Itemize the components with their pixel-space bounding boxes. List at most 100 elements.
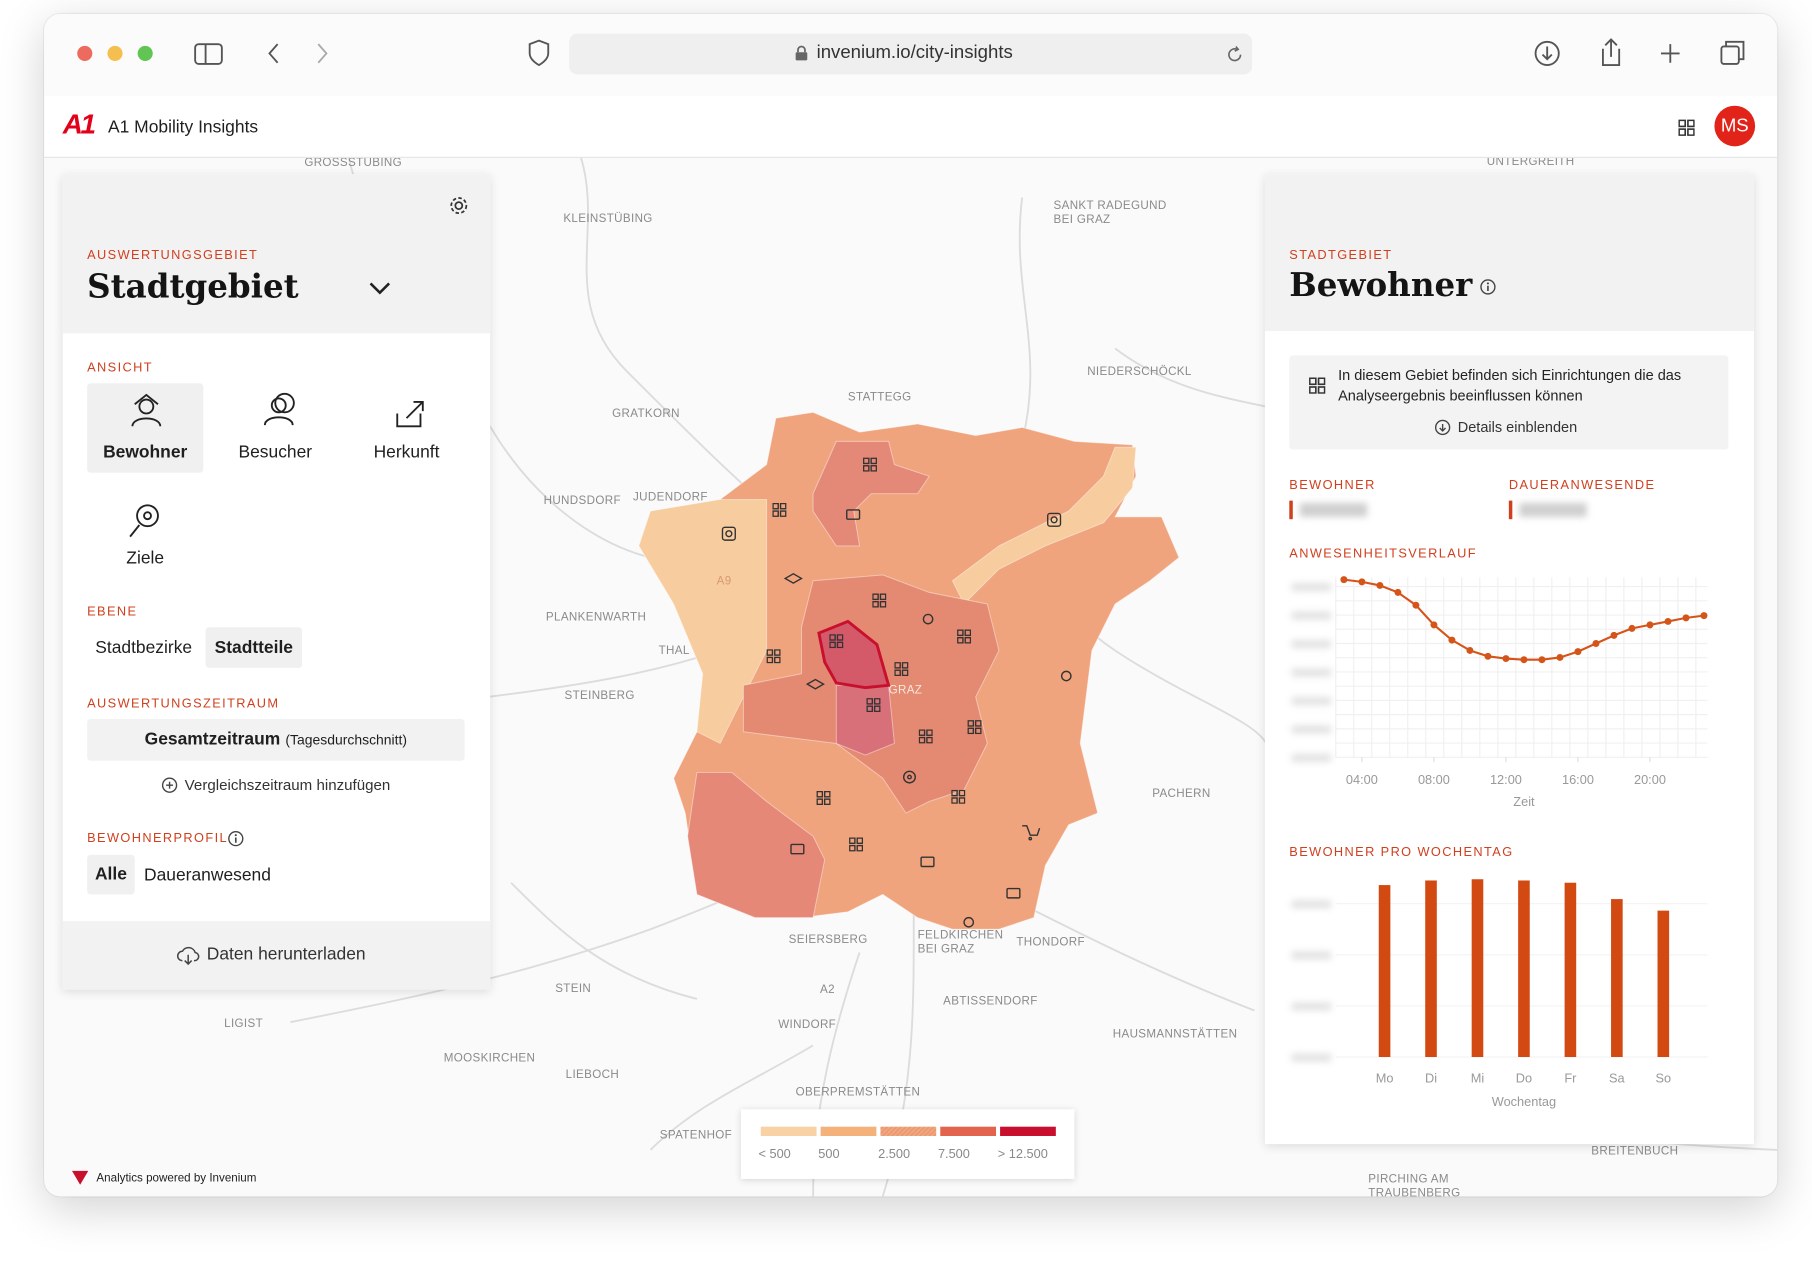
place-label: SPATENHOF bbox=[660, 1128, 732, 1141]
profile-option[interactable]: Alle bbox=[87, 854, 135, 895]
share-icon[interactable] bbox=[1601, 38, 1621, 66]
logo[interactable]: A1 bbox=[62, 109, 96, 141]
place-label: STEIN bbox=[555, 982, 591, 995]
period-selector[interactable]: Gesamtzeitraum (Tagesdurchschnitt) bbox=[87, 718, 465, 761]
avatar[interactable]: MS bbox=[1714, 105, 1756, 147]
redacted-tick bbox=[1291, 1053, 1332, 1062]
metric-marker bbox=[1508, 500, 1513, 520]
point bbox=[1376, 581, 1384, 589]
metric-marker bbox=[1289, 500, 1293, 520]
point bbox=[1700, 612, 1708, 620]
redacted-tick bbox=[1291, 696, 1332, 706]
point bbox=[1574, 648, 1582, 656]
place-label: TRAUBENBERG bbox=[1368, 1186, 1460, 1196]
place-label: PACHERN bbox=[1152, 787, 1210, 800]
place-label: PIRCHING AM bbox=[1368, 1172, 1449, 1185]
x-tick-label: 04:00 bbox=[1346, 772, 1378, 787]
notice-text: In diesem Gebiet befinden sich Einrichtu… bbox=[1338, 367, 1682, 405]
info-icon[interactable] bbox=[1480, 279, 1496, 295]
point bbox=[1646, 621, 1654, 629]
point bbox=[1430, 621, 1438, 629]
notice-action[interactable]: Details einblenden bbox=[1457, 419, 1578, 436]
back-button[interactable] bbox=[268, 43, 279, 64]
legend-box bbox=[741, 1109, 1075, 1179]
point bbox=[1610, 631, 1618, 639]
point bbox=[1358, 578, 1366, 586]
reload-icon[interactable] bbox=[1225, 45, 1244, 64]
place-label: NIEDERSCHÖCKL bbox=[1087, 365, 1192, 378]
redacted-tick bbox=[1291, 583, 1332, 592]
place-label: BEI GRAZ bbox=[918, 942, 975, 955]
dropdown-chevron[interactable] bbox=[367, 279, 393, 298]
redacted-tick bbox=[1291, 1002, 1332, 1011]
x-tick-label: Mo bbox=[1376, 1071, 1394, 1086]
place-label: LIEBOCH bbox=[566, 1068, 619, 1081]
x-tick-label: 16:00 bbox=[1562, 772, 1594, 787]
metric-label: BEWOHNER bbox=[1289, 478, 1376, 493]
point bbox=[1520, 656, 1528, 664]
panel-header bbox=[1264, 174, 1754, 332]
x-tick-label: Fr bbox=[1564, 1071, 1577, 1086]
view-label[interactable]: Herkunft bbox=[373, 442, 440, 463]
view-label[interactable]: Ziele bbox=[126, 548, 165, 568]
legend-label: 7.500 bbox=[938, 1146, 970, 1161]
point bbox=[1682, 614, 1690, 622]
lock-icon bbox=[795, 45, 808, 61]
layer-option[interactable]: Stadtbezirke bbox=[95, 637, 193, 658]
legend-swatch bbox=[820, 1126, 877, 1136]
redacted-value bbox=[1299, 502, 1368, 517]
minimize-button[interactable] bbox=[107, 45, 123, 61]
x-tick-label: Mi bbox=[1471, 1071, 1484, 1086]
place-label: SANKT RADEGUND bbox=[1054, 199, 1167, 212]
sidebar-button[interactable] bbox=[194, 43, 223, 65]
point bbox=[1502, 655, 1510, 663]
profile-option[interactable]: Daueranwesend bbox=[144, 865, 271, 886]
url: invenium.io/city-insights bbox=[816, 42, 1013, 63]
districts bbox=[638, 411, 1180, 930]
expand-icon bbox=[1434, 419, 1451, 436]
app-header: A1 A1 Mobility Insights MS bbox=[44, 95, 1778, 158]
x-tick-label: Di bbox=[1425, 1071, 1437, 1086]
view-label[interactable]: Besucher bbox=[238, 442, 313, 463]
forward-button[interactable] bbox=[317, 43, 328, 64]
chart-title: BEWOHNER PRO WOCHENTAG bbox=[1289, 845, 1514, 860]
point bbox=[1664, 617, 1672, 625]
bar bbox=[1425, 880, 1437, 1058]
url-bar[interactable]: invenium.io/city-insights bbox=[569, 33, 1253, 75]
layer-option[interactable]: Stadtteile bbox=[205, 627, 303, 668]
redacted-value bbox=[1519, 502, 1587, 517]
legend-swatch bbox=[940, 1126, 997, 1136]
new-tab-icon[interactable] bbox=[1661, 44, 1680, 63]
point bbox=[1592, 640, 1600, 647]
left-panel: AUSWERTUNGSGEBIET Stadtgebiet ANSICHT Be… bbox=[62, 174, 491, 990]
place-label: HAUSMANNSTÄTTEN bbox=[1113, 1027, 1238, 1040]
tabs-icon[interactable] bbox=[1720, 45, 1740, 65]
place-label: UNTERGREITH bbox=[1487, 155, 1575, 168]
download-icon[interactable] bbox=[1534, 40, 1560, 66]
place-labels: GROSSSTÜBING KLEINSTÜBING SANKT RADEGUND… bbox=[224, 155, 1678, 1196]
x-tick-label: Sa bbox=[1609, 1071, 1626, 1086]
place-label: BREITENBUCH bbox=[1591, 1145, 1678, 1158]
credit-logo bbox=[72, 1170, 89, 1185]
poi-icons bbox=[721, 457, 1072, 928]
maximize-button[interactable] bbox=[137, 45, 153, 61]
period: Gesamtzeitraum bbox=[144, 729, 281, 750]
info-icon[interactable] bbox=[228, 830, 244, 847]
view-button[interactable] bbox=[87, 383, 204, 473]
legend-swatch bbox=[1000, 1126, 1056, 1136]
privacy-icon[interactable] bbox=[528, 39, 550, 67]
view-label[interactable]: Bewohner bbox=[103, 442, 188, 463]
panel-title: Bewohner bbox=[1289, 265, 1473, 305]
settings-icon[interactable] bbox=[448, 195, 469, 216]
compare-link[interactable]: Vergleichszeitraum hinzufügen bbox=[184, 775, 391, 794]
place-label: A9 bbox=[717, 574, 732, 587]
legend-swatch bbox=[880, 1126, 937, 1136]
panel-footer[interactable]: Daten herunterladen bbox=[62, 921, 491, 990]
close-button[interactable] bbox=[77, 45, 93, 61]
redacted-tick bbox=[1291, 725, 1332, 734]
point bbox=[1448, 636, 1456, 644]
bar bbox=[1518, 880, 1530, 1058]
app-title: A1 Mobility Insights bbox=[108, 117, 259, 138]
